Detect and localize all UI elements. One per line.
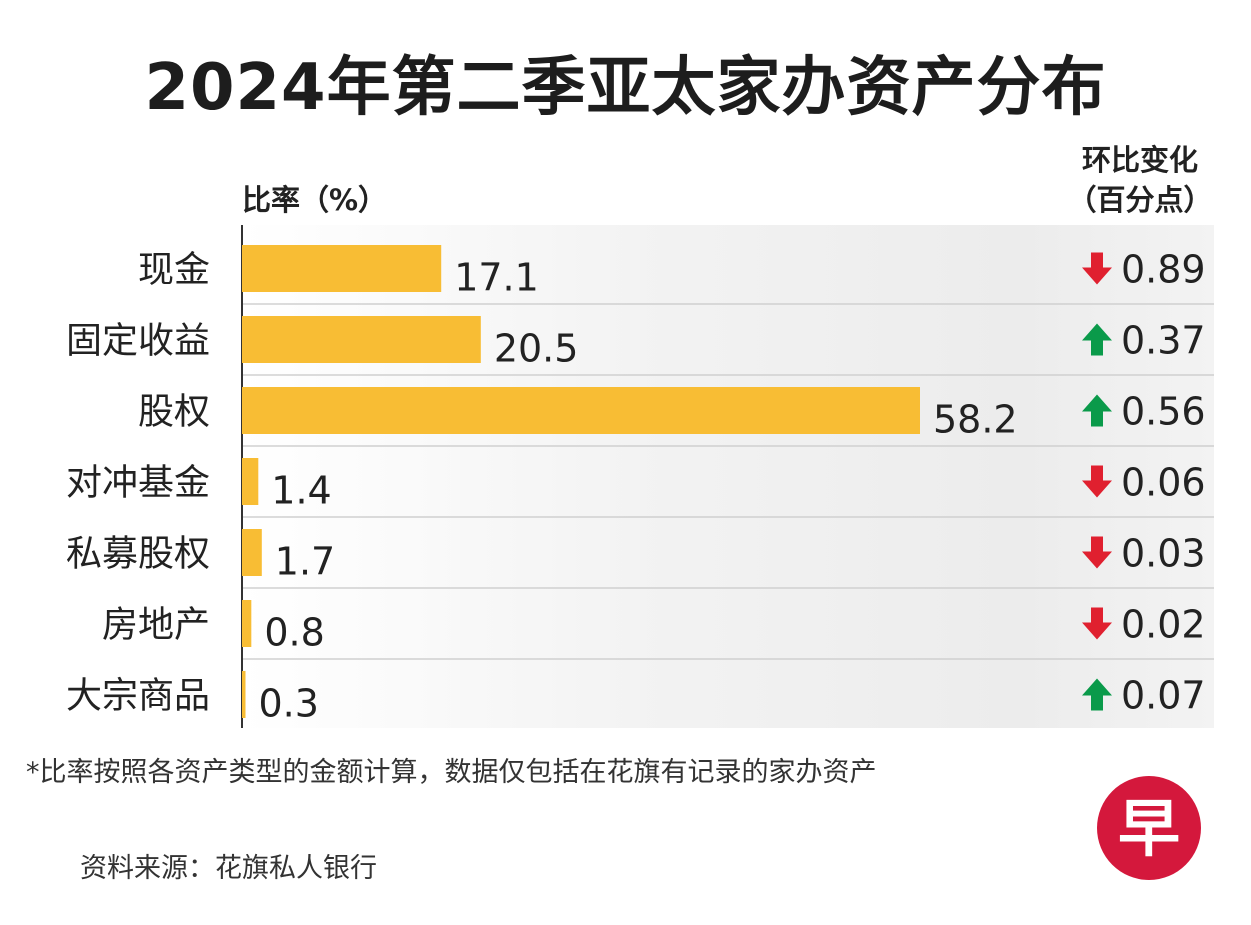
change-value: 0.03	[1121, 532, 1206, 576]
bar	[242, 245, 442, 292]
logo-circle	[1097, 776, 1201, 880]
logo-text: 早	[1118, 792, 1180, 865]
value-label: 1.4	[271, 469, 331, 513]
down-arrow-icon	[1082, 465, 1112, 498]
footnote: *比率按照各资产类型的金额计算，数据仅包括在花旗有记录的家办资产	[26, 757, 877, 788]
bar	[242, 387, 920, 434]
change-value: 0.89	[1121, 248, 1206, 292]
value-label: 20.5	[494, 327, 579, 371]
change-header-line-1: 环比变化	[1081, 143, 1198, 177]
change-header: 环比变化 （百分点）	[1055, 140, 1225, 220]
down-arrow-icon	[1082, 536, 1112, 569]
category-label: 对冲基金	[66, 463, 210, 504]
category-label: 大宗商品	[66, 676, 210, 717]
category-label: 现金	[138, 250, 210, 291]
value-label: 0.3	[258, 682, 318, 726]
bar	[242, 458, 259, 505]
down-arrow-icon	[1082, 607, 1112, 640]
value-label: 58.2	[933, 398, 1018, 442]
change-value: 0.02	[1121, 603, 1206, 647]
up-arrow-icon	[1082, 678, 1112, 711]
value-label: 1.7	[275, 540, 335, 584]
change-value: 0.56	[1121, 390, 1206, 434]
change-value: 0.37	[1121, 319, 1206, 363]
up-arrow-icon	[1082, 394, 1112, 427]
chart-title: 2024年第二季亚太家办资产分布	[144, 51, 1107, 125]
value-label: 17.1	[454, 256, 539, 300]
change-value: 0.06	[1121, 461, 1206, 505]
bar	[242, 529, 262, 576]
source-note: 资料来源：花旗私人银行	[80, 853, 377, 884]
change-header-line-2: （百分点）	[1067, 183, 1213, 217]
category-label: 房地产	[102, 605, 210, 646]
bar	[242, 671, 246, 718]
down-arrow-icon	[1082, 252, 1112, 285]
up-arrow-icon	[1082, 323, 1112, 356]
category-label: 私募股权	[66, 534, 210, 575]
category-label: 固定收益	[66, 321, 210, 362]
category-label: 股权	[138, 392, 210, 433]
y-axis-label: 比率（%）	[242, 183, 388, 217]
bar	[242, 600, 252, 647]
value-label: 0.8	[264, 611, 324, 655]
change-value: 0.07	[1121, 674, 1206, 718]
bar	[242, 316, 481, 363]
zaobao-logo: 早	[1097, 776, 1201, 880]
chart-panel	[242, 225, 1214, 728]
